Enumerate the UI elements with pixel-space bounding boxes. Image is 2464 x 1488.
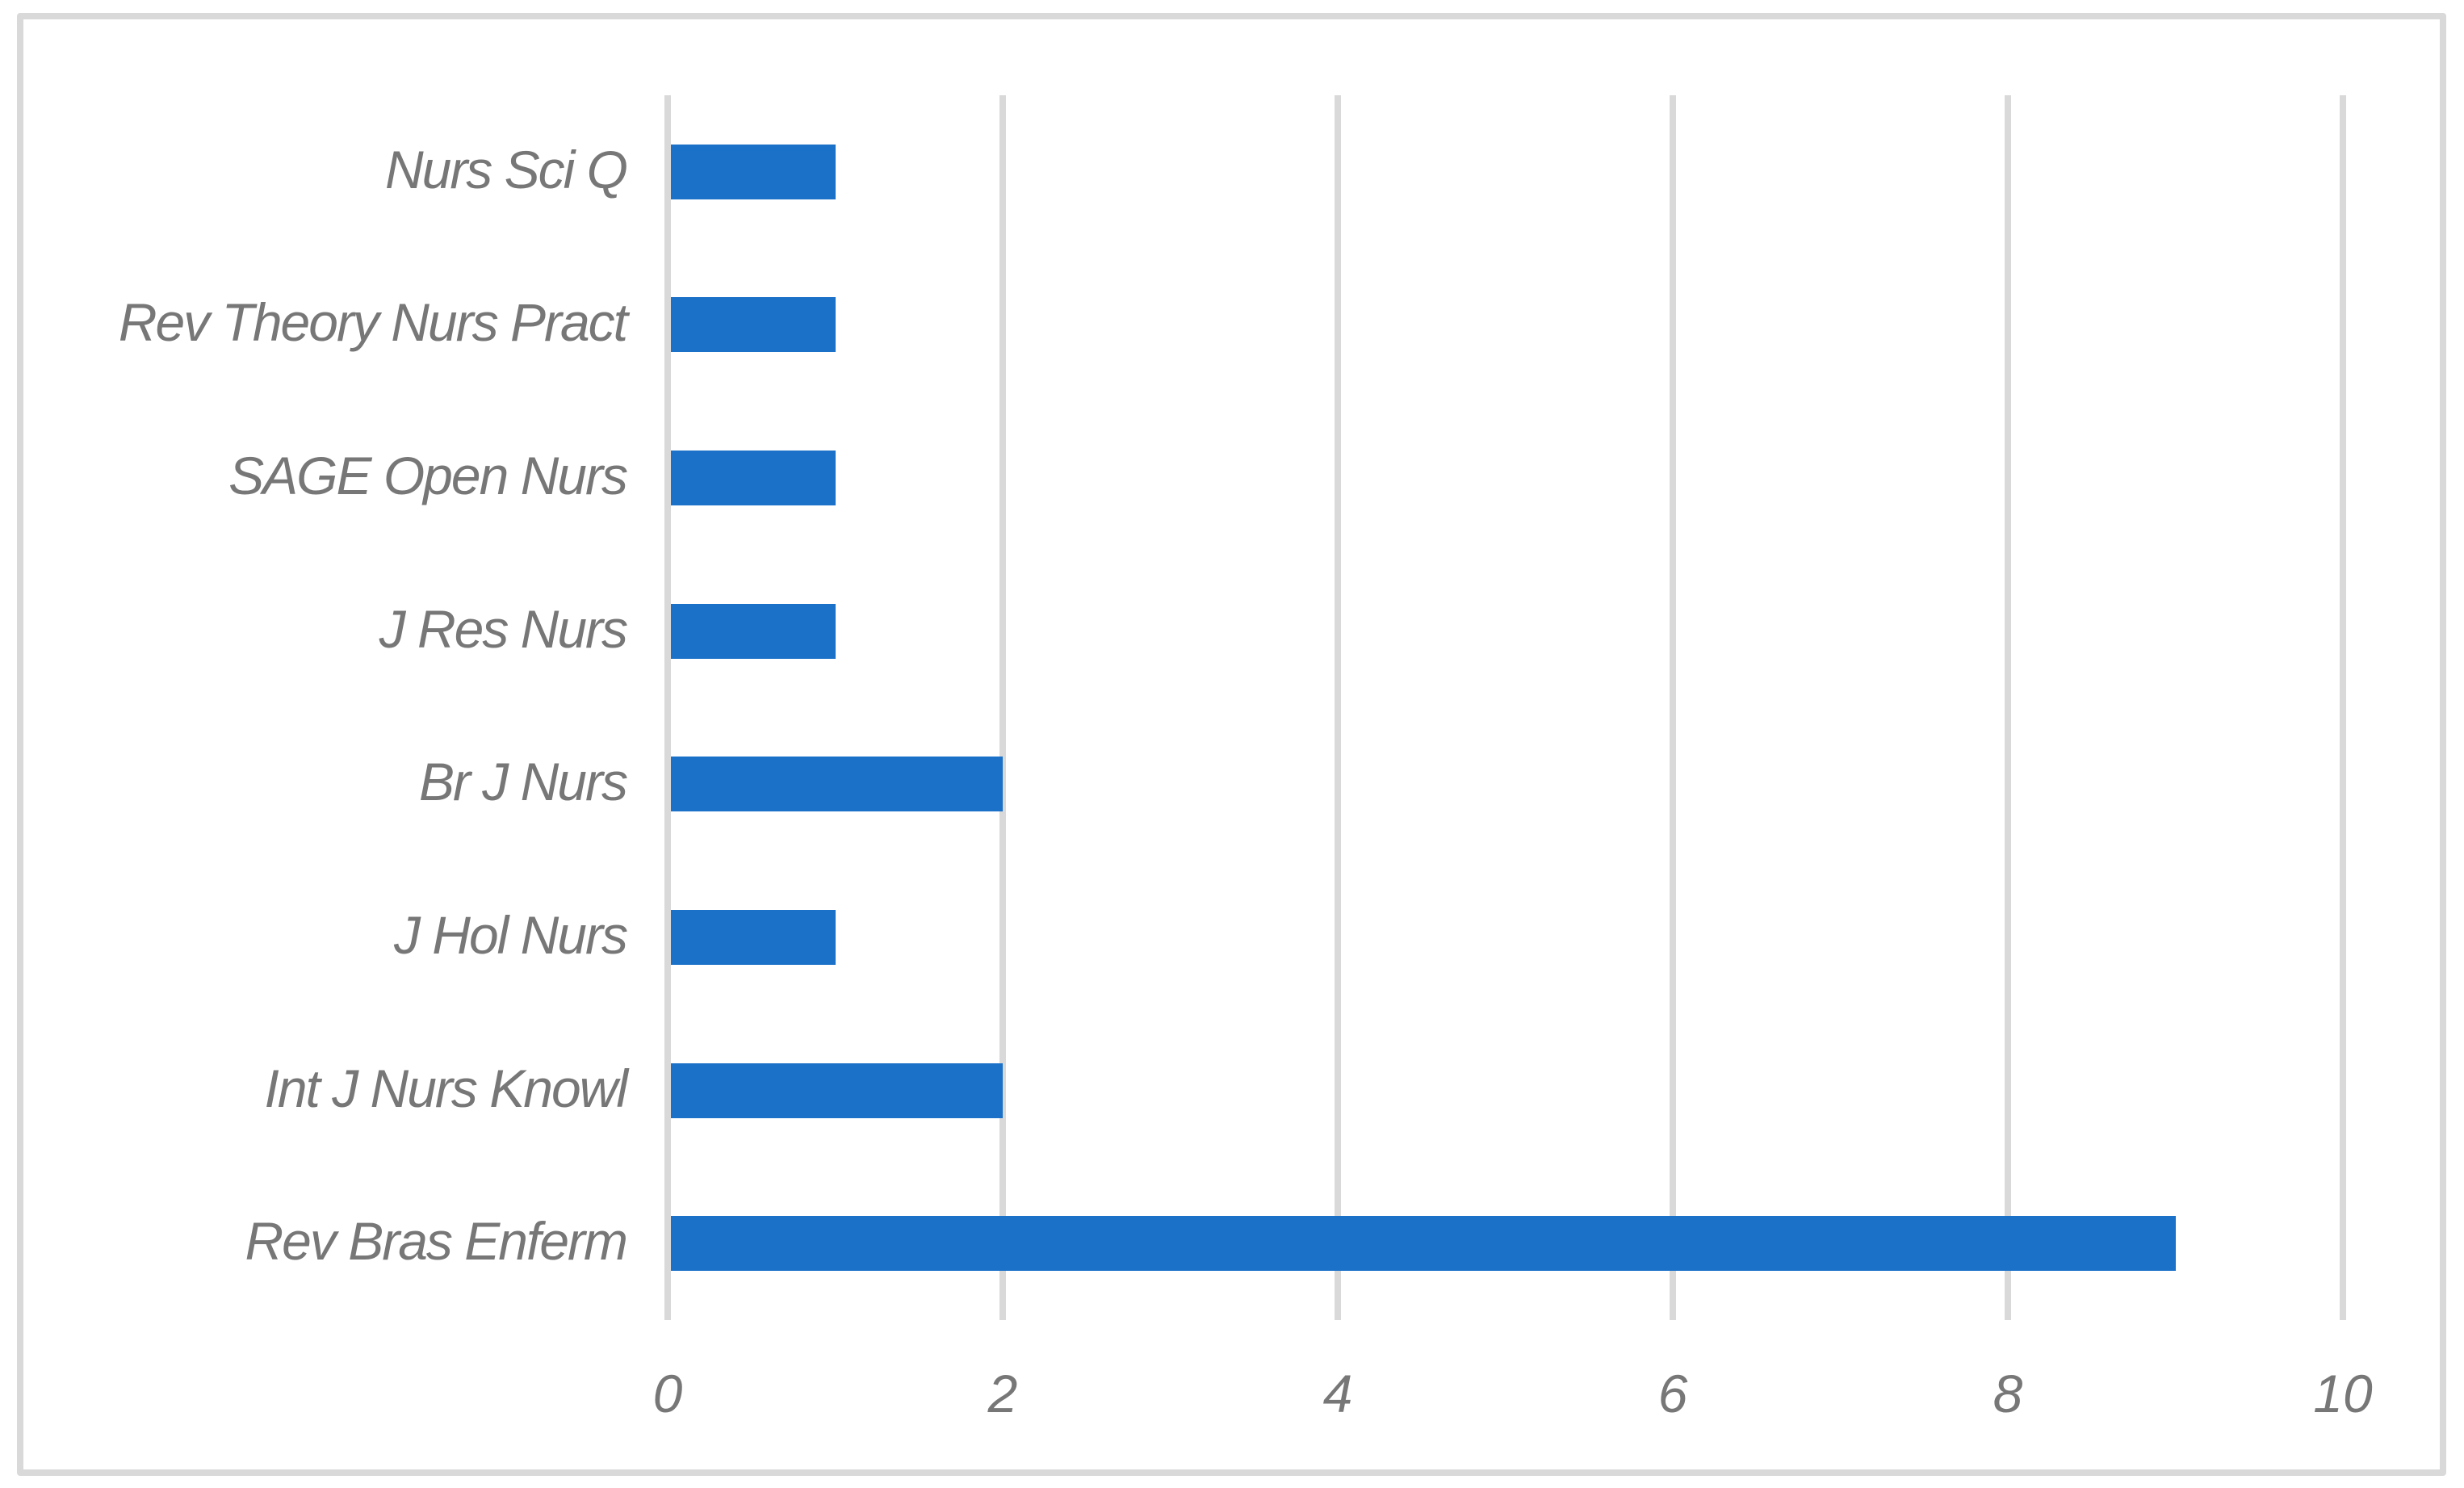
bar-row: Rev Theory Nurs Pract: [23, 249, 628, 402]
bar: [671, 297, 836, 353]
x-tick-label: 2: [987, 1364, 1018, 1423]
bar: [671, 757, 1003, 812]
category-label: Nurs Sci Q: [384, 139, 628, 199]
x-tick-label: 4: [1322, 1364, 1353, 1423]
x-gridline: [2340, 95, 2346, 1320]
x-tick-label: 6: [1657, 1364, 1688, 1423]
y-axis-line: [664, 95, 671, 1320]
bar-row: J Res Nurs: [23, 555, 628, 708]
category-label: Rev Bras Enferm: [245, 1211, 628, 1272]
category-label: J Res Nurs: [379, 598, 628, 659]
bar: [671, 603, 836, 659]
category-label: SAGE Open Nurs: [228, 446, 628, 506]
bar: [671, 451, 836, 506]
chart-frame: Nurs Sci Q Rev Theory Nurs Pract SAGE Open…: [17, 13, 2446, 1476]
bar-row: Int J Nurs Knowl: [23, 1014, 628, 1167]
bar: [671, 1063, 1003, 1118]
x-gridline: [1335, 95, 1341, 1320]
bar-row: J Hol Nurs: [23, 861, 628, 1014]
bar: [671, 909, 836, 965]
x-gridline: [999, 95, 1006, 1320]
bar: [671, 144, 836, 199]
x-tick-label: 10: [2313, 1364, 2373, 1423]
x-tick-label: 8: [1993, 1364, 2023, 1423]
bar: [671, 1216, 2176, 1272]
x-gridline: [2005, 95, 2011, 1320]
category-label: Int J Nurs Knowl: [264, 1058, 628, 1118]
category-label: J Hol Nurs: [393, 904, 628, 965]
bar-row: SAGE Open Nurs: [23, 401, 628, 555]
category-label: Br J Nurs: [418, 752, 628, 812]
bar-row: Rev Bras Enferm: [23, 1167, 628, 1320]
bar-row: Nurs Sci Q: [23, 95, 628, 249]
bar-row: Br J Nurs: [23, 708, 628, 861]
x-tick-label: 0: [652, 1364, 683, 1423]
x-gridline: [1670, 95, 1676, 1320]
category-label: Rev Theory Nurs Pract: [118, 292, 628, 353]
